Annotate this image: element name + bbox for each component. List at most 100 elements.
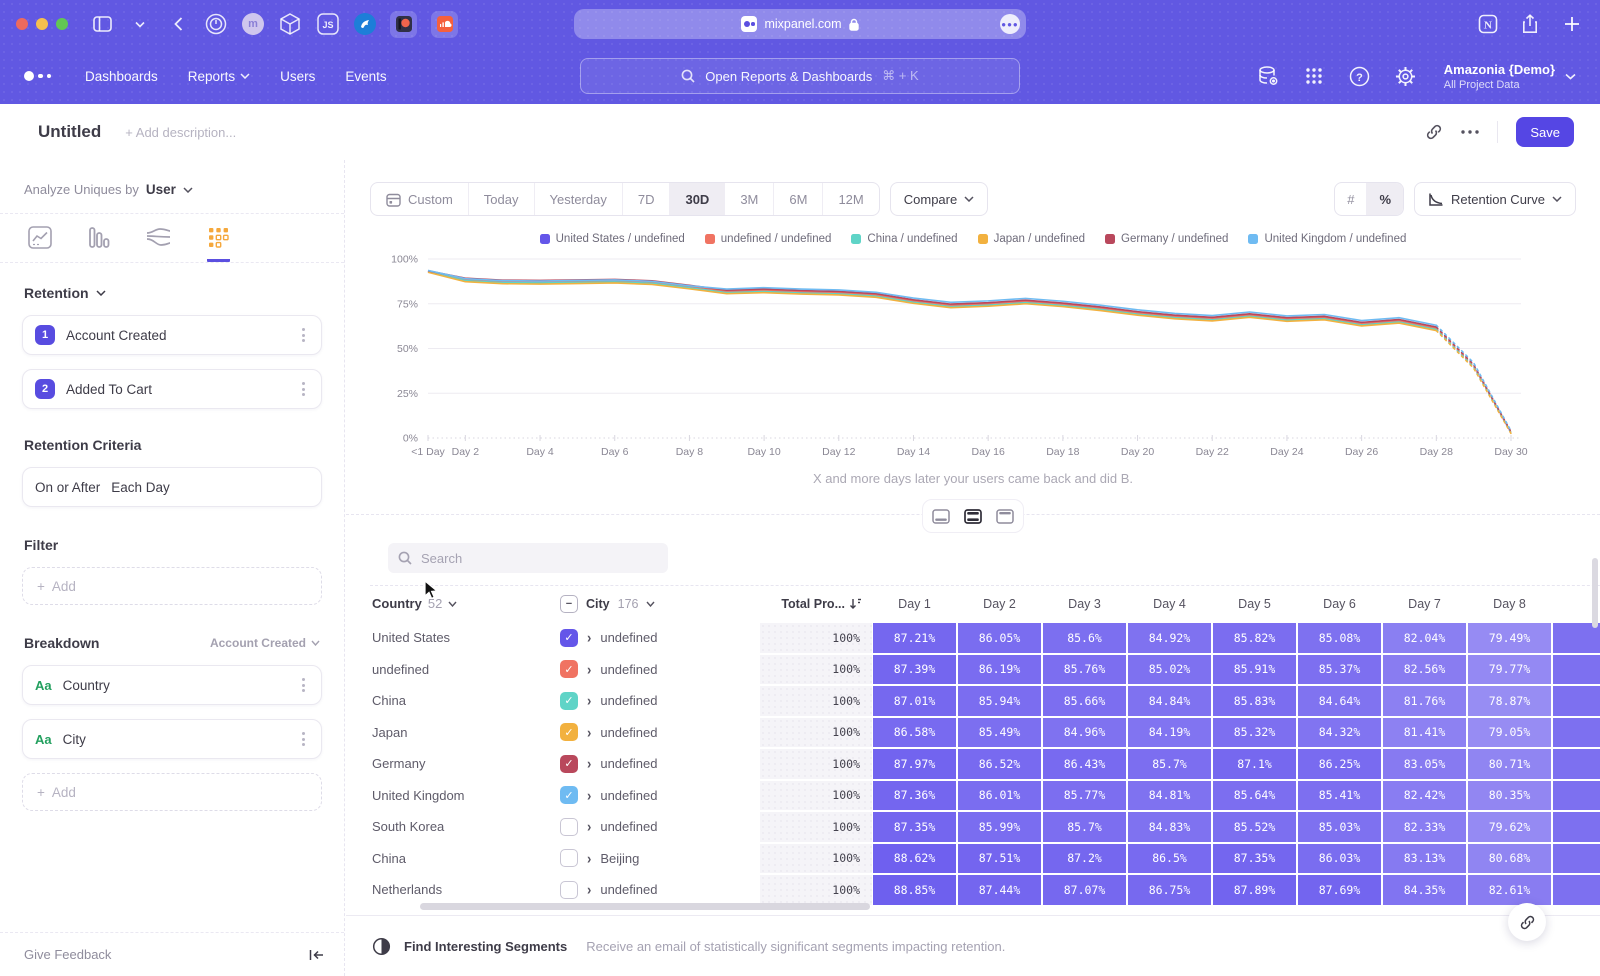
- row-checkbox[interactable]: ✓: [560, 660, 578, 679]
- retention-day-cell[interactable]: 88.62%: [873, 843, 956, 873]
- retention-day-cell[interactable]: 84.64%: [1298, 686, 1381, 716]
- retention-day-cell[interactable]: 80.68%: [1468, 843, 1551, 873]
- retention-day-cell[interactable]: 85.76%: [1043, 654, 1126, 684]
- retention-day-cell[interactable]: 84.81%: [1128, 780, 1211, 810]
- soundcloud-tab-icon[interactable]: [431, 10, 458, 38]
- retention-day-cell[interactable]: 87.2%: [1043, 843, 1126, 873]
- retention-day-cell[interactable]: 87.89%: [1213, 875, 1296, 905]
- retention-day-cell[interactable]: 82.56%: [1383, 654, 1466, 684]
- column-header-total[interactable]: Total Pro...: [760, 597, 872, 611]
- column-header-day[interactable]: Day 6: [1323, 596, 1356, 611]
- onepassword-icon[interactable]: [204, 12, 228, 36]
- give-feedback-link[interactable]: Give Feedback: [24, 947, 112, 962]
- retention-day-cell[interactable]: 85.6%: [1043, 623, 1126, 653]
- back-icon[interactable]: [166, 12, 190, 36]
- retention-day-cell[interactable]: 85.64%: [1213, 780, 1296, 810]
- retention-day-cell[interactable]: 87.1%: [1213, 749, 1296, 779]
- retention-criteria-card[interactable]: On or After Each Day: [22, 467, 322, 507]
- analyze-value-dropdown[interactable]: User: [145, 182, 176, 197]
- retention-day-cell[interactable]: 82.61%: [1468, 875, 1551, 905]
- add-breakdown-button[interactable]: + Add: [22, 773, 322, 811]
- expand-chevron-icon[interactable]: ›: [587, 755, 592, 773]
- retention-day-cell[interactable]: 87.44%: [958, 875, 1041, 905]
- range-7d[interactable]: 7D: [621, 183, 670, 215]
- criteria-on-or-after[interactable]: On or After: [35, 479, 101, 495]
- cube-app-icon[interactable]: [278, 12, 302, 36]
- retention-day-cell[interactable]: 85.08%: [1298, 623, 1381, 653]
- retention-day-cell[interactable]: 82.42%: [1383, 780, 1466, 810]
- retention-day-cell[interactable]: 86.25%: [1298, 749, 1381, 779]
- breakdown-country[interactable]: Aa Country: [22, 665, 322, 705]
- legend-item[interactable]: Japan / undefined: [977, 233, 1085, 245]
- retention-day-cell[interactable]: 83.13%: [1383, 843, 1466, 873]
- retention-day-cell[interactable]: 85.02%: [1128, 654, 1211, 684]
- legend-item[interactable]: United Kingdom / undefined: [1248, 233, 1406, 245]
- layout-chart-only-button[interactable]: [928, 503, 954, 529]
- retention-day-cell[interactable]: 83.05%: [1383, 749, 1466, 779]
- report-title[interactable]: Untitled: [38, 122, 102, 141]
- legend-item[interactable]: United States / undefined: [539, 233, 685, 245]
- column-header-city[interactable]: − City 176: [560, 594, 760, 613]
- breakdown-city[interactable]: Aa City: [22, 719, 322, 759]
- retention-day-cell[interactable]: 85.03%: [1298, 812, 1381, 842]
- share-icon[interactable]: [1518, 12, 1542, 36]
- retention-day-cell[interactable]: 79.05%: [1468, 717, 1551, 747]
- column-header-day[interactable]: Day 4: [1153, 596, 1186, 611]
- absolute-values-toggle[interactable]: #: [1347, 191, 1355, 207]
- percent-values-toggle[interactable]: %: [1366, 183, 1404, 215]
- retention-day-cell[interactable]: 87.36%: [873, 780, 956, 810]
- retention-day-cell[interactable]: 81.76%: [1383, 686, 1466, 716]
- row-checkbox[interactable]: ✓: [560, 628, 578, 647]
- expand-chevron-icon[interactable]: ›: [587, 724, 592, 741]
- tab-flows[interactable]: [146, 226, 171, 262]
- row-checkbox[interactable]: ✓: [560, 754, 578, 773]
- js-app-icon[interactable]: JS: [316, 12, 340, 36]
- range-custom[interactable]: Custom: [371, 183, 468, 215]
- table-row[interactable]: Japan ✓ › undefined 100% 86.58% 85.49% 84.96% 84…: [370, 717, 1600, 747]
- retention-line-chart[interactable]: 100% 75% 50% 25% 0%<1 Day Day 2 Day 4 Day 6 Day …: [371, 253, 1556, 463]
- new-tab-icon[interactable]: [1560, 12, 1584, 36]
- find-segments-title[interactable]: Find Interesting Segments: [404, 938, 568, 954]
- window-minimize-button[interactable]: [36, 18, 48, 30]
- retention-day-cell[interactable]: 84.84%: [1128, 686, 1211, 716]
- row-checkbox[interactable]: [560, 880, 578, 899]
- retention-day-cell[interactable]: 85.52%: [1213, 812, 1296, 842]
- row-checkbox[interactable]: ✓: [560, 691, 578, 710]
- retention-day-cell[interactable]: 85.77%: [1043, 780, 1126, 810]
- column-header-day[interactable]: Day 1: [898, 596, 931, 611]
- retention-day-cell[interactable]: 85.41%: [1298, 780, 1381, 810]
- retention-day-cell[interactable]: 87.01%: [873, 686, 956, 716]
- retention-day-cell[interactable]: 85.32%: [1213, 717, 1296, 747]
- layout-table-only-button[interactable]: [992, 503, 1018, 529]
- project-switcher[interactable]: Amazonia {Demo} All Project Data: [1444, 62, 1576, 91]
- kebab-menu-icon[interactable]: [298, 674, 309, 696]
- retention-day-cell[interactable]: 84.35%: [1383, 875, 1466, 905]
- retention-day-cell[interactable]: 88.85%: [873, 875, 956, 905]
- retention-day-cell[interactable]: 87.21%: [873, 623, 956, 653]
- kebab-menu-icon[interactable]: [298, 378, 309, 400]
- expand-chevron-icon[interactable]: ›: [587, 661, 592, 678]
- notion-icon[interactable]: N: [1476, 12, 1500, 36]
- retention-day-cell[interactable]: 82.33%: [1383, 812, 1466, 842]
- retention-day-cell[interactable]: 85.7%: [1043, 812, 1126, 842]
- retention-day-cell[interactable]: 86.05%: [958, 623, 1041, 653]
- retention-day-cell[interactable]: 84.83%: [1128, 812, 1211, 842]
- retention-day-cell[interactable]: 85.94%: [958, 686, 1041, 716]
- retention-day-cell[interactable]: 87.07%: [1043, 875, 1126, 905]
- retention-section-heading[interactable]: Retention: [24, 285, 320, 301]
- apps-grid-icon[interactable]: [1302, 64, 1326, 88]
- retention-day-cell[interactable]: 86.19%: [958, 654, 1041, 684]
- legend-item[interactable]: Germany / undefined: [1105, 233, 1228, 245]
- criteria-each-day[interactable]: Each Day: [111, 479, 170, 495]
- nav-item-events[interactable]: Events: [345, 68, 387, 84]
- chart-type-dropdown[interactable]: Retention Curve: [1414, 182, 1576, 216]
- legend-item[interactable]: China / undefined: [851, 233, 958, 245]
- retention-day-cell[interactable]: 79.77%: [1468, 654, 1551, 684]
- tabs-chevron-icon[interactable]: [128, 12, 152, 36]
- column-header-day[interactable]: Day 5: [1238, 596, 1271, 611]
- expand-chevron-icon[interactable]: ›: [587, 818, 592, 836]
- url-bar[interactable]: mixpanel.com ●●●: [574, 9, 1026, 39]
- save-button[interactable]: Save: [1516, 117, 1574, 147]
- retention-day-cell[interactable]: 78.87%: [1468, 686, 1551, 716]
- expand-chevron-icon[interactable]: ›: [587, 692, 592, 710]
